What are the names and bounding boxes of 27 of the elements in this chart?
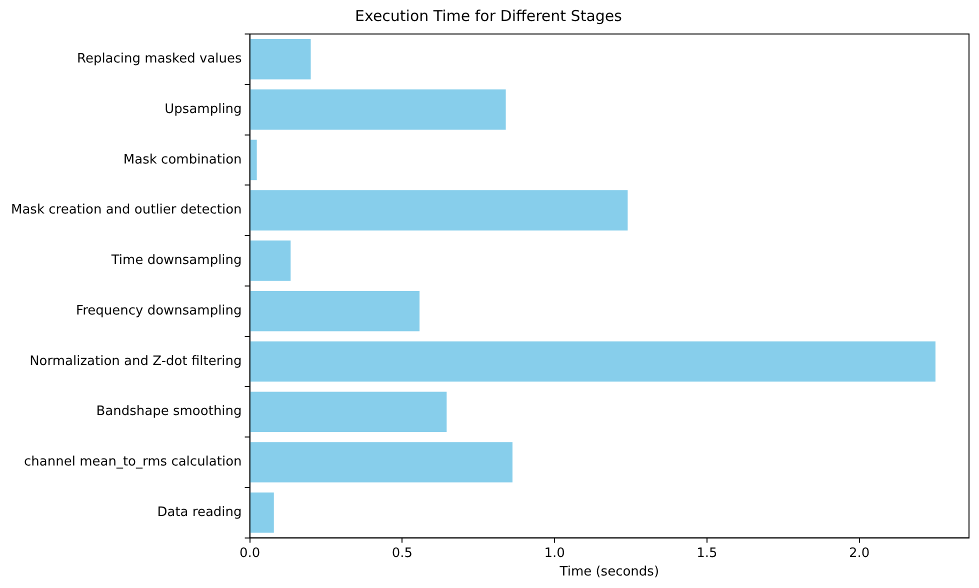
bar — [250, 341, 936, 382]
y-tick-label: Bandshape smoothing — [96, 404, 242, 420]
bar — [250, 190, 628, 230]
bar — [250, 492, 274, 533]
y-tick-label: Replacing masked values — [77, 52, 242, 67]
bar — [250, 89, 506, 130]
y-tick-label: channel mean_to_rms calculation — [24, 454, 242, 470]
x-tick-label: 0.0 — [239, 546, 260, 561]
bar — [250, 290, 420, 332]
x-tick-label: 2.0 — [848, 546, 870, 561]
y-tick-label: Time downsampling — [110, 253, 242, 268]
bar — [250, 240, 291, 281]
bar — [250, 442, 512, 482]
y-tick-label: Frequency downsampling — [76, 303, 242, 318]
x-axis-title: Time (seconds) — [558, 564, 660, 580]
bar — [250, 392, 447, 432]
y-tick-label: Mask creation and outlier detection — [11, 202, 242, 218]
y-tick-label: Normalization and Z-dot filtering — [30, 354, 242, 369]
chart-title: Execution Time for Different Stages — [355, 6, 622, 25]
x-tick-label: 1.0 — [544, 546, 565, 561]
x-tick-label: 1.5 — [696, 546, 718, 561]
bar — [250, 39, 311, 80]
y-tick-label: Upsampling — [164, 102, 242, 117]
y-tick-label: Data reading — [157, 504, 242, 520]
y-tick-label: Mask combination — [123, 152, 242, 168]
bar — [250, 140, 257, 180]
x-tick-label: 0.5 — [392, 546, 413, 561]
